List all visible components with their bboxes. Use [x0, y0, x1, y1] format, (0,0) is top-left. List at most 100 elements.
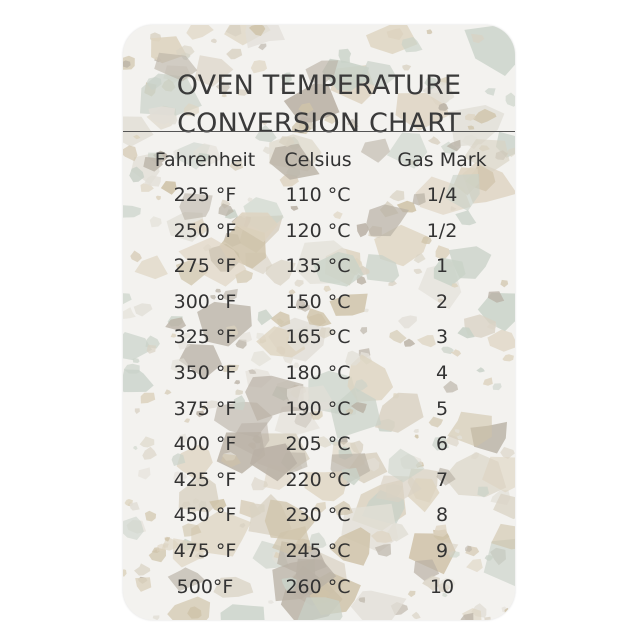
- terrazzo-chip: [295, 558, 337, 596]
- terrazzo-chip: [152, 615, 160, 620]
- table-cell: 225 °F: [173, 184, 237, 206]
- terrazzo-chip: [182, 523, 202, 537]
- terrazzo-chip: [413, 428, 419, 433]
- terrazzo-chip: [290, 205, 299, 211]
- terrazzo-chip: [196, 410, 205, 418]
- terrazzo-chip: [333, 211, 343, 220]
- terrazzo-chip: [226, 48, 243, 60]
- terrazzo-chip: [292, 120, 312, 135]
- terrazzo-chip: [283, 83, 340, 123]
- table-cell: 3: [435, 326, 449, 349]
- table-cell: 500°F: [176, 575, 234, 598]
- terrazzo-chip: [312, 501, 327, 513]
- table-cell: 150 °C: [285, 290, 351, 313]
- terrazzo-chip: [123, 293, 132, 305]
- terrazzo-chip: [451, 283, 459, 288]
- terrazzo-chip: [133, 445, 138, 451]
- terrazzo-chip: [477, 486, 490, 498]
- terrazzo-chip: [439, 542, 459, 556]
- terrazzo-chip: [280, 72, 292, 84]
- terrazzo-chip: [365, 254, 400, 283]
- terrazzo-chip: [389, 190, 405, 202]
- terrazzo-chip: [173, 149, 181, 157]
- terrazzo-chip: [315, 436, 332, 448]
- terrazzo-chip: [270, 311, 291, 328]
- terrazzo-chip: [123, 307, 136, 319]
- terrazzo-chip: [167, 596, 211, 620]
- terrazzo-chip: [411, 611, 421, 620]
- column-header: Fahrenheit: [154, 149, 256, 171]
- terrazzo-chip: [364, 308, 369, 313]
- terrazzo-chip: [261, 120, 267, 126]
- terrazzo-chip: [414, 434, 419, 439]
- terrazzo-chip: [308, 532, 327, 549]
- terrazzo-chip: [463, 139, 510, 172]
- terrazzo-chip: [210, 295, 216, 300]
- terrazzo-chip: [445, 434, 459, 447]
- terrazzo-chip: [465, 113, 476, 121]
- terrazzo-chip: [251, 476, 269, 491]
- table-cell: 180 °C: [285, 362, 351, 384]
- terrazzo-chip: [257, 309, 273, 326]
- terrazzo-chip: [345, 350, 361, 366]
- terrazzo-chip: [178, 344, 222, 379]
- terrazzo-chip: [454, 429, 460, 434]
- terrazzo-chip: [441, 346, 454, 355]
- divider: [123, 131, 515, 132]
- terrazzo-chip: [140, 392, 156, 404]
- terrazzo-chip: [364, 457, 380, 472]
- table-cell: 220 °C: [285, 468, 351, 491]
- terrazzo-chip: [482, 456, 515, 493]
- terrazzo-chip: [221, 94, 227, 98]
- terrazzo-chip: [178, 474, 219, 513]
- terrazzo-chip: [175, 45, 195, 58]
- terrazzo-chip: [375, 392, 424, 433]
- table-cell: 2: [435, 290, 449, 313]
- terrazzo-chip: [215, 288, 221, 293]
- table-cell: 260 °C: [285, 575, 351, 598]
- terrazzo-chip: [366, 204, 409, 237]
- terrazzo-chip: [442, 592, 448, 598]
- terrazzo-chip: [455, 210, 477, 226]
- terrazzo-chip: [201, 405, 207, 411]
- terrazzo-chip: [170, 358, 190, 374]
- terrazzo-chip: [123, 205, 141, 218]
- terrazzo-chip: [220, 604, 265, 620]
- terrazzo-chip: [350, 122, 359, 129]
- terrazzo-chip: [123, 145, 138, 162]
- terrazzo-chip: [502, 354, 514, 362]
- terrazzo-chip: [412, 193, 426, 206]
- terrazzo-chip: [413, 253, 426, 264]
- terrazzo-chip: [134, 563, 151, 576]
- terrazzo-chip: [338, 48, 352, 63]
- terrazzo-chip: [374, 544, 392, 557]
- terrazzo-chip: [436, 467, 456, 486]
- terrazzo-chip: [484, 616, 491, 620]
- terrazzo-chip: [173, 471, 187, 485]
- terrazzo-chip: [149, 216, 162, 228]
- terrazzo-chip: [439, 578, 456, 590]
- terrazzo-chip: [250, 350, 272, 367]
- terrazzo-chip: [281, 452, 308, 474]
- terrazzo-chip: [295, 298, 306, 310]
- terrazzo-chip: [487, 291, 505, 303]
- terrazzo-chip: [205, 400, 220, 409]
- terrazzo-chip: [422, 575, 440, 592]
- terrazzo-chip: [210, 38, 217, 44]
- terrazzo-chip: [426, 29, 433, 35]
- terrazzo-chip: [135, 577, 152, 592]
- terrazzo-chip: [329, 293, 368, 316]
- terrazzo-chip: [323, 285, 332, 292]
- terrazzo-chip: [239, 523, 246, 528]
- terrazzo-chip: [395, 92, 450, 131]
- terrazzo-chip: [464, 314, 496, 338]
- terrazzo-chip: [181, 332, 191, 341]
- terrazzo-chip: [233, 395, 245, 411]
- terrazzo-chip: [123, 516, 144, 540]
- table-cell: 325 °F: [173, 326, 237, 349]
- terrazzo-chip: [450, 349, 462, 357]
- terrazzo-chip: [177, 433, 188, 444]
- terrazzo-chip: [138, 467, 151, 480]
- terrazzo-chip: [304, 470, 350, 502]
- table-cell: 5: [435, 397, 449, 420]
